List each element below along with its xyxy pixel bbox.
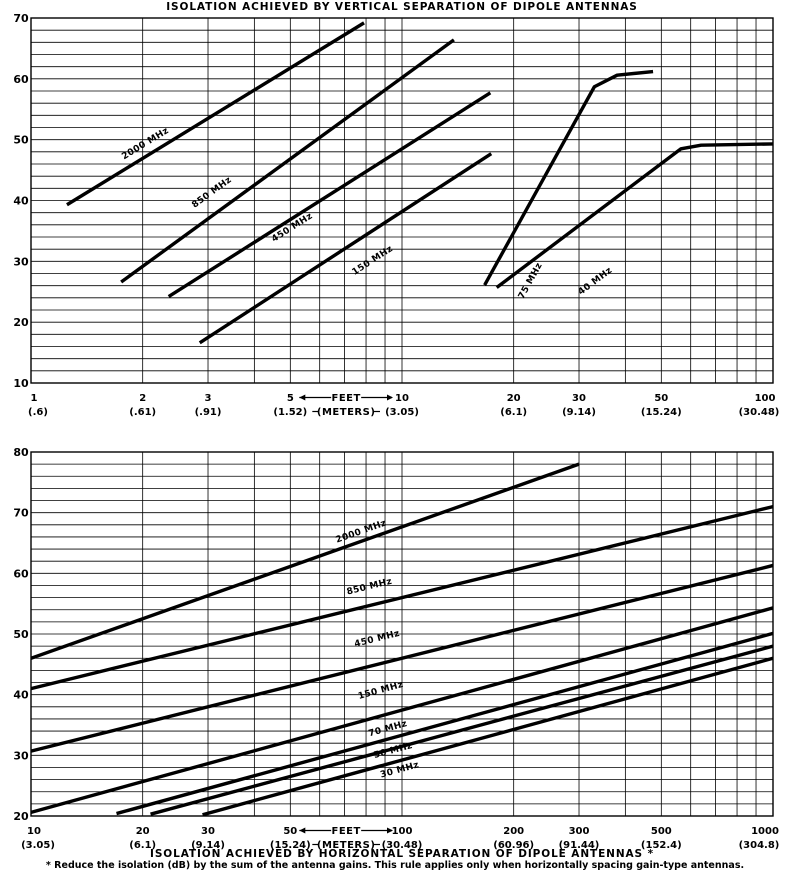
chart-title-horizontal-separation: ISOLATION ACHIEVED BY HORIZONTAL SEPARAT… — [150, 848, 654, 860]
feet-unit-label: FEET — [331, 393, 360, 404]
curve-2000-mhz — [66, 21, 365, 207]
y-axis-labels-vertical-separation: 10 20 30 40 50 60 70 — [13, 12, 29, 390]
y-tick-label: 30 — [13, 255, 29, 268]
y-tick-label: 70 — [13, 12, 29, 25]
x-tick-feet: 50 — [654, 393, 668, 404]
x-tick-meters: (30.48) — [382, 840, 423, 851]
curve-30-mhz — [202, 656, 773, 816]
x-tick-feet: 500 — [651, 826, 672, 837]
feet-right-arrow-icon — [387, 394, 393, 401]
x-tick-meters: (9.14) — [191, 840, 225, 851]
curve-450-mhz — [167, 91, 492, 299]
x-tick-meters: (60.96) — [493, 840, 534, 851]
x-tick-meters: (30.48) — [739, 407, 780, 418]
figure-footnote: * Reduce the isolation (dB) by the sum o… — [46, 860, 744, 871]
curve-850-mhz — [120, 38, 455, 284]
x-tick-meters: (.6) — [28, 407, 48, 418]
y-axis-labels-horizontal-separation: 20 30 40 50 60 70 80 — [13, 446, 29, 823]
y-tick-label: 60 — [13, 567, 29, 580]
x-tick-meters: (304.8) — [739, 840, 780, 851]
x-tick-meters: (3.05) — [385, 407, 419, 418]
meters-unit-label: (METERS) — [317, 407, 375, 418]
curves-vertical-separation — [66, 21, 773, 345]
feet-right-arrow-icon — [387, 827, 393, 834]
x-tick-feet: 5 — [287, 393, 294, 404]
y-tick-label: 50 — [13, 628, 29, 641]
x-tick-feet: 1 — [31, 393, 38, 404]
x-tick-meters: (15.24) — [641, 407, 682, 418]
curve-70-mhz — [116, 631, 773, 816]
curves-horizontal-separation — [31, 462, 773, 816]
unit-labels-vertical-separation: FEET (METERS) — [299, 393, 393, 418]
y-tick-label: 10 — [13, 377, 29, 390]
x-tick-feet: 300 — [569, 826, 590, 837]
x-tick-feet: 20 — [136, 826, 150, 837]
feet-unit-label: FEET — [331, 826, 360, 837]
x-tick-meters: (.91) — [195, 407, 222, 418]
x-tick-feet: 100 — [755, 393, 776, 404]
y-tick-label: 50 — [13, 134, 29, 147]
x-axis-labels-horizontal-separation: 10 (3.05) 20 (6.1) 30 (9.14) 50 (15.24) 100 (30.4… — [21, 826, 779, 851]
x-tick-meters: (.61) — [129, 407, 156, 418]
curve-850-mhz — [31, 504, 773, 691]
plot-frame-vertical-separation — [30, 17, 774, 384]
x-tick-feet: 100 — [392, 826, 413, 837]
y-tick-label: 70 — [13, 507, 29, 520]
y-tick-label: 60 — [13, 73, 29, 86]
x-tick-meters: (6.1) — [129, 840, 156, 851]
curve-450-mhz — [31, 563, 773, 753]
curve-150-mhz — [31, 606, 773, 814]
y-tick-label: 40 — [13, 195, 29, 208]
x-axis-labels-vertical-separation: 1 (.6) 2 (.61) 3 (.91) 5 (1.52) 10 (3.05) 20 (6.1) 3… — [28, 393, 779, 418]
y-tick-label: 30 — [13, 749, 29, 762]
y-tick-label: 20 — [13, 810, 29, 823]
x-tick-meters: (15.24) — [270, 840, 311, 851]
meters-unit-label: (METERS) — [317, 840, 375, 851]
x-tick-feet: 200 — [503, 826, 524, 837]
x-tick-meters: (9.14) — [562, 407, 596, 418]
y-tick-label: 20 — [13, 316, 29, 329]
x-tick-feet: 3 — [205, 393, 212, 404]
curve-75-mhz — [483, 69, 654, 286]
x-tick-meters: (3.05) — [21, 840, 55, 851]
y-tick-label: 80 — [13, 446, 29, 459]
x-tick-meters: (91.44) — [559, 840, 600, 851]
x-tick-meters: (152.4) — [641, 840, 682, 851]
chart-horizontal-separation: ISOLATION ACHIEVED BY HORIZONTAL SEPARAT… — [13, 446, 779, 860]
curve-150-mhz — [198, 152, 493, 345]
unit-labels-horizontal-separation: FEET (METERS) — [299, 826, 393, 851]
chart-title-vertical-separation: ISOLATION ACHIEVED BY VERTICAL SEPARATIO… — [166, 1, 638, 13]
chart-vertical-separation: ISOLATION ACHIEVED BY VERTICAL SEPARATIO… — [13, 1, 779, 418]
x-tick-meters: (6.1) — [500, 407, 527, 418]
x-tick-feet: 50 — [283, 826, 297, 837]
curve-50-mhz — [150, 644, 773, 816]
y-tick-label: 40 — [13, 689, 29, 702]
x-tick-meters: (1.52) — [273, 407, 307, 418]
x-tick-feet: 10 — [27, 826, 41, 837]
x-tick-feet: 1000 — [751, 826, 779, 837]
curve-40-mhz — [495, 142, 773, 289]
feet-left-arrow-icon — [299, 394, 306, 401]
x-tick-feet: 30 — [572, 393, 586, 404]
feet-left-arrow-icon — [299, 827, 306, 834]
x-tick-feet: 2 — [139, 393, 146, 404]
x-tick-feet: 20 — [507, 393, 521, 404]
curve-2000-mhz — [31, 462, 580, 660]
x-tick-feet: 30 — [201, 826, 215, 837]
x-tick-feet: 10 — [395, 393, 409, 404]
